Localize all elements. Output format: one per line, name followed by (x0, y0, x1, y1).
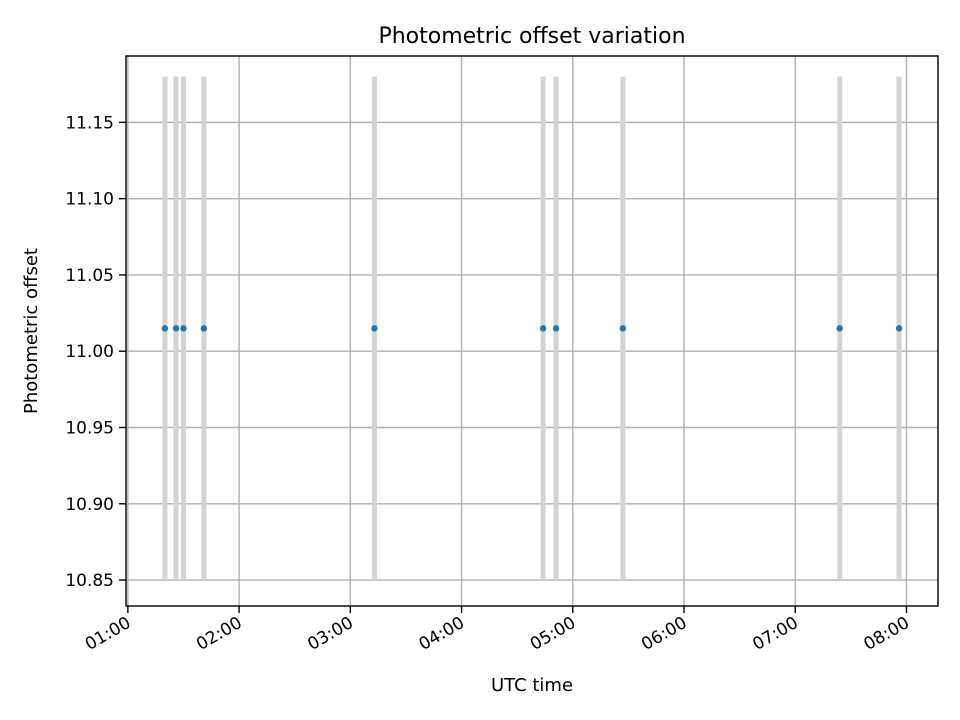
y-tick-label: 11.00 (65, 342, 114, 362)
x-tick-label: 04:00 (416, 613, 468, 655)
y-tick-label: 11.05 (65, 266, 114, 286)
data-point (619, 325, 627, 332)
y-tick-label: 10.95 (65, 418, 114, 438)
y-tick-label: 10.90 (65, 495, 114, 515)
chart-title: Photometric offset variation (378, 24, 685, 49)
error-bars (162, 76, 902, 581)
x-axis-label: UTC time (491, 675, 573, 696)
x-tick-label: 05:00 (527, 613, 579, 655)
data-points (161, 325, 903, 332)
y-tick-label: 11.15 (65, 113, 114, 133)
x-tick-label: 08:00 (861, 613, 913, 655)
y-axis-label: Photometric offset (21, 248, 42, 414)
x-tick-label: 07:00 (749, 613, 801, 655)
data-point (552, 325, 560, 332)
data-point (180, 325, 187, 332)
data-point (895, 325, 903, 332)
x-tick-label: 03:00 (304, 613, 356, 655)
data-point (539, 325, 547, 332)
data-point (371, 325, 378, 332)
data-point (161, 325, 169, 332)
axes-frame (125, 55, 939, 607)
data-point (200, 325, 208, 332)
x-tick-label: 01:00 (82, 613, 134, 655)
data-point (836, 325, 843, 332)
y-tick-label: 11.10 (65, 190, 114, 210)
grid (126, 56, 938, 606)
data-point (172, 325, 180, 332)
ticks: 01:00 02:00 03:00 04:00 05:00 06:00 07:00 08:00… (65, 113, 913, 654)
x-tick-label: 02:00 (193, 613, 245, 655)
x-tick-label: 06:00 (638, 613, 690, 655)
y-tick-label: 10.85 (65, 571, 114, 591)
